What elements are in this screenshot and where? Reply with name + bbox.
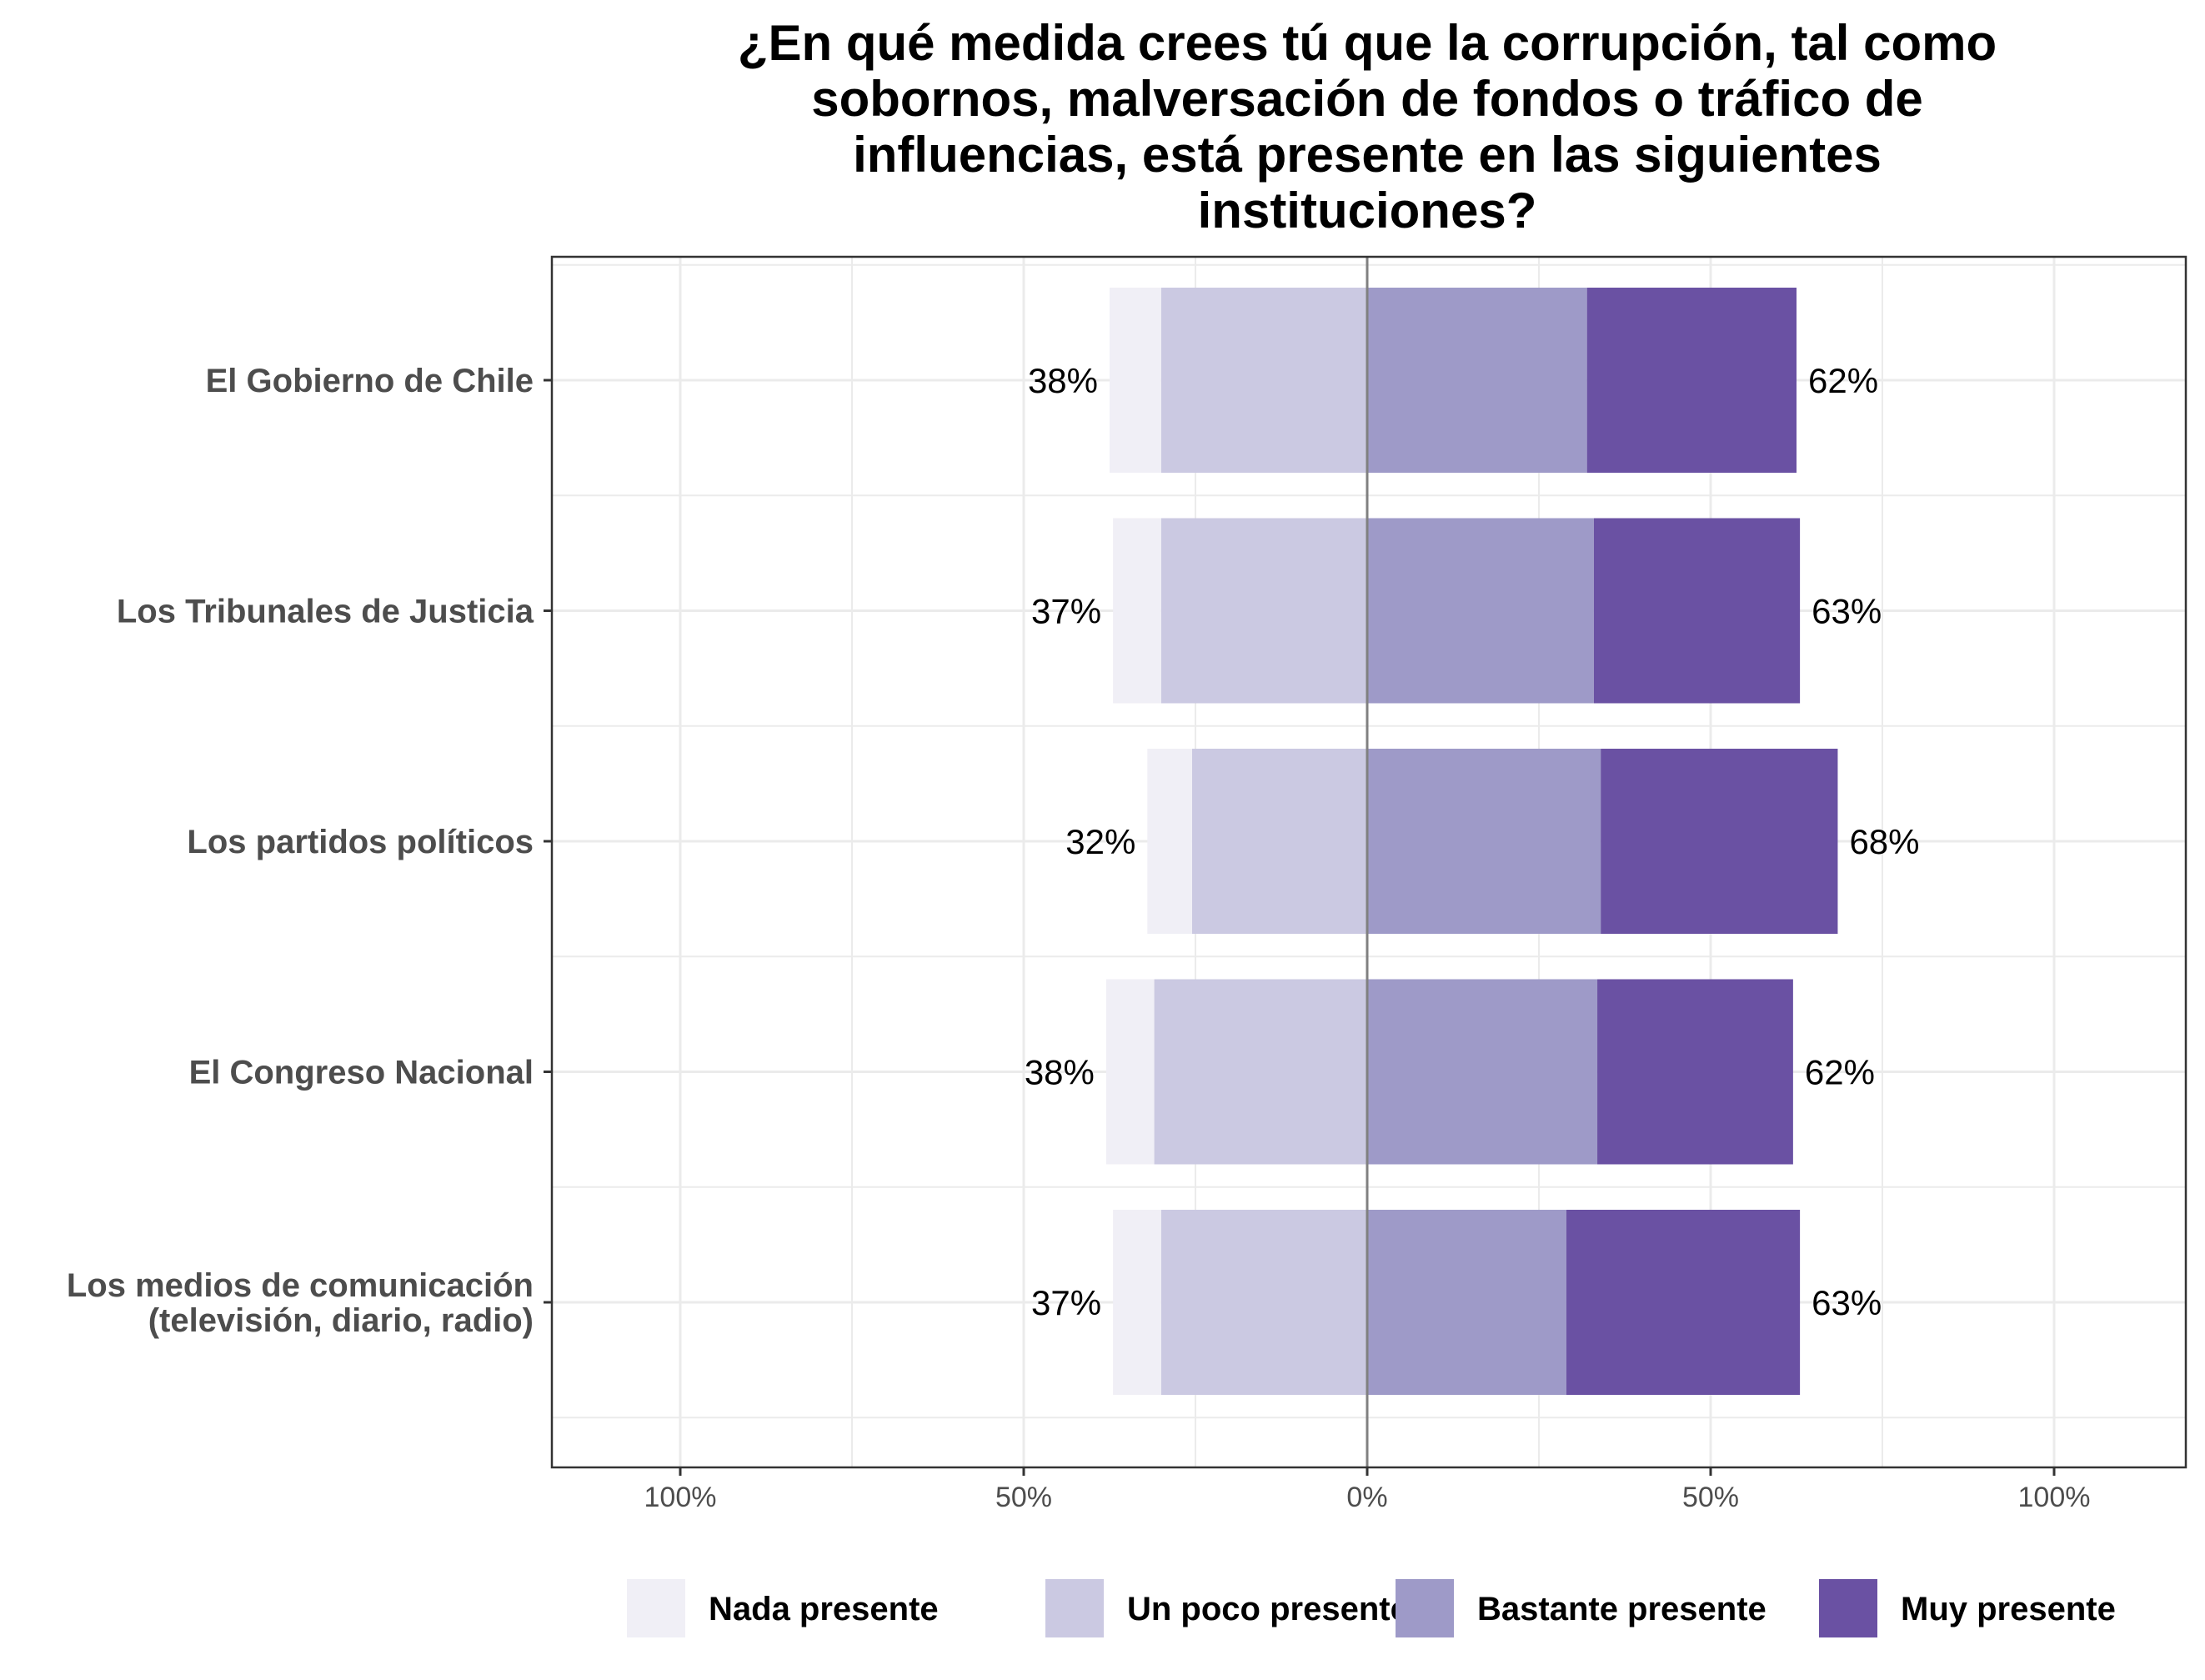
bar-segment bbox=[1110, 288, 1161, 473]
legend-label: Nada presente bbox=[709, 1591, 939, 1627]
x-axis-ticks: 100% 50% 0% 50% 100% bbox=[644, 1467, 2091, 1513]
bar-segment bbox=[1367, 518, 1594, 704]
bar-segment bbox=[1566, 1210, 1801, 1395]
legend: Nada presente Un poco presente Bastante pr… bbox=[627, 1579, 2116, 1637]
chart-title: ¿En qué medida crees tú que la corrupció… bbox=[738, 15, 1997, 238]
x-tick-label: 100% bbox=[2018, 1482, 2091, 1513]
panel-border bbox=[550, 255, 2187, 1469]
data-label-positive-total: 68% bbox=[1849, 822, 1919, 861]
data-label-negative-total: 37% bbox=[1031, 1283, 1101, 1322]
bar-segment bbox=[1147, 749, 1192, 934]
legend-swatch bbox=[1396, 1579, 1454, 1637]
bar-segment bbox=[1586, 288, 1797, 473]
legend-label: Bastante presente bbox=[1477, 1591, 1767, 1627]
legend-label: Muy presente bbox=[1901, 1591, 2116, 1627]
x-tick-label: 50% bbox=[995, 1482, 1052, 1513]
title-line: instituciones? bbox=[1198, 183, 1537, 238]
x-tick-label: 100% bbox=[644, 1482, 717, 1513]
title-line: sobornos, malversación de fondos o tráfi… bbox=[811, 71, 1923, 127]
y-category-label: Los partidos políticos bbox=[187, 824, 534, 860]
bar-segment bbox=[1113, 1210, 1161, 1395]
bar-segment bbox=[1367, 749, 1601, 934]
legend-item: Muy presente bbox=[1819, 1579, 2116, 1637]
data-label-negative-total: 37% bbox=[1031, 592, 1101, 631]
x-tick-label: 0% bbox=[1346, 1482, 1387, 1513]
y-category-label: (televisión, diario, radio) bbox=[148, 1302, 534, 1339]
y-category-label: El Gobierno de Chile bbox=[206, 363, 534, 399]
legend-item: Un poco presente bbox=[1045, 1579, 1409, 1637]
x-tick-label: 50% bbox=[1682, 1482, 1739, 1513]
y-category-label: Los medios de comunicación bbox=[67, 1267, 534, 1304]
zero-line bbox=[550, 255, 2187, 1469]
data-label-positive-total: 62% bbox=[1808, 361, 1878, 400]
y-axis-labels: El Gobierno de Chile Los Tribunales de Ju… bbox=[67, 363, 552, 1339]
y-category-label: Los Tribunales de Justicia bbox=[117, 594, 534, 630]
bar-segment bbox=[1113, 518, 1161, 704]
legend-label: Un poco presente bbox=[1127, 1591, 1409, 1627]
legend-swatch bbox=[627, 1579, 685, 1637]
legend-swatch bbox=[1045, 1579, 1104, 1637]
bar-segment bbox=[1160, 288, 1367, 473]
legend-swatch bbox=[1819, 1579, 1877, 1637]
title-line: influencias, está presente en las siguie… bbox=[853, 127, 1882, 183]
bar-segment bbox=[1160, 1210, 1367, 1395]
data-label-negative-total: 38% bbox=[1028, 361, 1098, 400]
bars bbox=[1105, 288, 1838, 1395]
data-label-negative-total: 38% bbox=[1025, 1053, 1095, 1092]
bar-segment bbox=[1593, 518, 1801, 704]
bar-segment bbox=[1154, 979, 1367, 1165]
data-label-positive-total: 63% bbox=[1812, 592, 1882, 631]
data-labels: 38% 62% 37% 63% 32% 68% 38% 62% 37% 63% bbox=[1025, 361, 1920, 1322]
bar-segment bbox=[1597, 979, 1793, 1165]
data-label-positive-total: 62% bbox=[1805, 1053, 1875, 1092]
y-category-label: El Congreso Nacional bbox=[189, 1055, 534, 1091]
bar-segment bbox=[1367, 1210, 1566, 1395]
legend-item: Bastante presente bbox=[1396, 1579, 1767, 1637]
bar-segment bbox=[1367, 288, 1587, 473]
bar-segment bbox=[1105, 979, 1155, 1165]
data-label-positive-total: 63% bbox=[1812, 1283, 1882, 1322]
bar-segment bbox=[1191, 749, 1367, 934]
bar-segment bbox=[1601, 749, 1838, 934]
legend-item: Nada presente bbox=[627, 1579, 939, 1637]
title-line: ¿En qué medida crees tú que la corrupció… bbox=[738, 15, 1997, 71]
bar-segment bbox=[1160, 518, 1367, 704]
bar-segment bbox=[1367, 979, 1598, 1165]
data-label-negative-total: 32% bbox=[1065, 822, 1135, 861]
